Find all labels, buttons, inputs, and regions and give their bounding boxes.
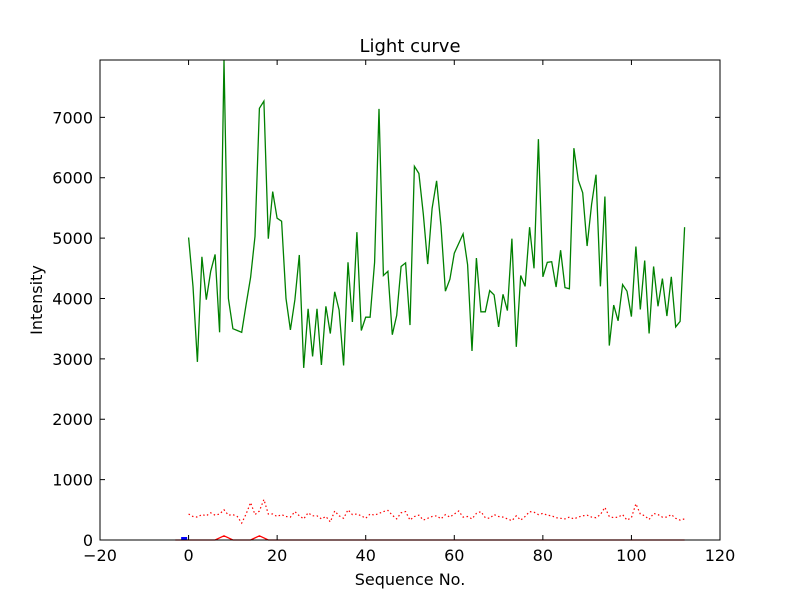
x-tick-label: 120 — [705, 546, 736, 565]
x-tick-label: 100 — [616, 546, 647, 565]
series-0-line — [187, 59, 686, 368]
y-tick-label: 3000 — [52, 350, 93, 369]
y-tick-label: 4000 — [52, 289, 93, 308]
y-tick-label: 2000 — [52, 410, 93, 429]
y-tick-label: 1000 — [52, 471, 93, 490]
y-axis-ticks: 0 1000 2000 3000 4000 5000 6000 7000 — [52, 108, 720, 550]
x-tick-label: 80 — [533, 546, 553, 565]
x-axis-ticks: −20 0 20 40 60 80 100 120 — [83, 60, 735, 565]
x-tick-label: 0 — [183, 546, 193, 565]
y-tick-label: 7000 — [52, 108, 93, 127]
y-tick-label: 6000 — [52, 169, 93, 188]
x-axis-label: Sequence No. — [355, 570, 466, 589]
series-3-marker — [181, 537, 188, 540]
y-tick-label: 5000 — [52, 229, 93, 248]
x-tick-label: 20 — [267, 546, 287, 565]
chart-title: Light curve — [359, 36, 460, 57]
x-tick-label: 40 — [356, 546, 376, 565]
y-axis-label: Intensity — [27, 265, 46, 335]
plot-frame — [99, 59, 721, 541]
x-tick-label: −20 — [83, 546, 117, 565]
y-tick-label: 0 — [83, 531, 93, 550]
x-tick-label: 60 — [444, 546, 464, 565]
